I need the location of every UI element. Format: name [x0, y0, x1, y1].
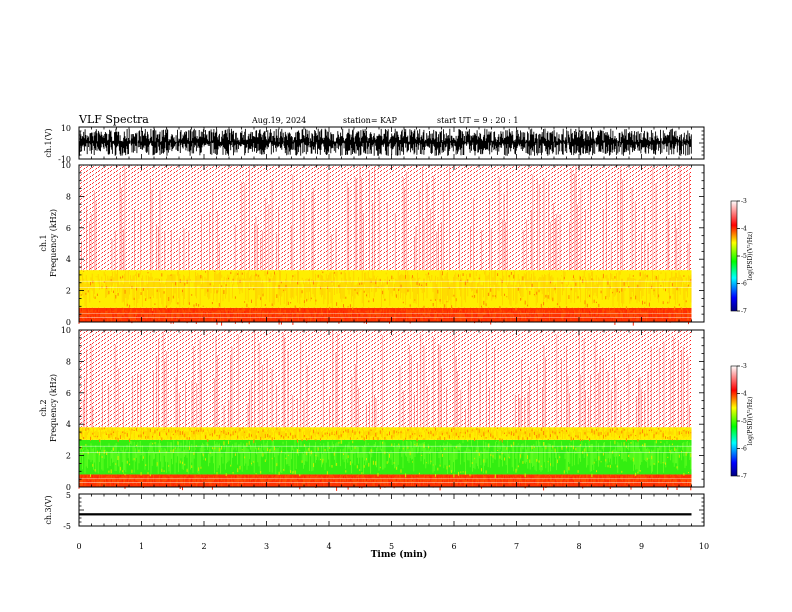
- ch2-spectrogram-image: [78, 330, 692, 491]
- x-tick-label: 1: [139, 542, 144, 551]
- colorbar-tick-label: -3: [741, 363, 747, 370]
- ch1-freq-ylabel: Frequency (kHz): [49, 209, 58, 277]
- y-tick-label: 10: [61, 326, 71, 335]
- ch2-freq-ylabel: Frequency (kHz): [49, 374, 58, 442]
- ch1-spectrogram-panel: 0 2 4 6 8 10 ch.1 Frequency (kHz): [39, 161, 705, 327]
- x-tick-label: 7: [514, 542, 519, 551]
- ch1-channel-label: ch.1: [39, 234, 48, 251]
- figure-title: VLF Spectra: [78, 113, 149, 126]
- colorbar-tick-label: -6: [741, 446, 747, 453]
- x-tick-labels: 0 1 2 3 4 5 6 7 8 9 10: [76, 542, 709, 551]
- ch1-spectrogram-image: [78, 165, 692, 326]
- ch1-ylabel: ch.1(V): [44, 128, 53, 157]
- colorbar-tick-label: -4: [741, 391, 747, 398]
- ch3-waveform-ticks: [78, 493, 705, 527]
- ch2-colorbar: -3 -4 -5 -6 -7 log(PSD)(V²/Hz): [730, 363, 754, 480]
- x-tick-label: 9: [639, 542, 644, 551]
- y-tick-label: 8: [66, 357, 71, 366]
- ch1-ytick-bottom: -10: [58, 155, 71, 164]
- x-tick-label: 3: [264, 542, 269, 551]
- ch2-spectrogram-ytick-labels: 0 2 4 6 8 10: [61, 326, 71, 492]
- ch2-colorbar-label: log(PSD)(V²/Hz): [747, 397, 754, 446]
- ch2-channel-label: ch.2: [39, 399, 48, 416]
- y-tick-label: 0: [66, 318, 71, 327]
- x-tick-label: 8: [576, 542, 581, 551]
- ch1-ytick-top: 10: [61, 124, 71, 133]
- colorbar-tick-label: -5: [741, 253, 747, 260]
- ch3-ytick-bottom: -5: [63, 522, 71, 531]
- ch1-waveform-trace: [79, 128, 692, 156]
- spectrogram-band: [79, 270, 692, 308]
- waveform-path: [79, 128, 692, 156]
- ch3-ytick-top: 5: [66, 491, 71, 500]
- ch1-colorbar-label: log(PSD)(V²/Hz): [747, 232, 754, 281]
- y-tick-label: 8: [66, 192, 71, 201]
- ch3-waveform-panel: 5 -5 ch.3(V): [44, 491, 705, 531]
- colorbar-tick-label: -7: [741, 308, 747, 315]
- y-tick-label: 10: [61, 161, 71, 170]
- ch3-waveform-trace: [79, 513, 692, 516]
- ch2-spectrogram-ticks: [78, 329, 705, 488]
- x-tick-label: 2: [201, 542, 206, 551]
- y-tick-label: 4: [66, 255, 71, 264]
- y-tick-label: 2: [66, 287, 71, 296]
- ch1-colorbar-gradient: [730, 200, 738, 312]
- ch1-colorbar-ticks: -3 -4 -5 -6 -7: [737, 198, 747, 315]
- y-tick-label: 6: [66, 224, 71, 233]
- colorbar-tick-label: -6: [741, 281, 747, 288]
- ch3-ylabel: ch.3(V): [44, 495, 53, 524]
- x-axis-label: Time (min): [371, 549, 428, 560]
- ch1-colorbar: -3 -4 -5 -6 -7 log(PSD)(V²/Hz): [730, 198, 754, 315]
- station-label: station= KAP: [343, 116, 398, 125]
- y-tick-label: 0: [66, 483, 71, 492]
- ch1-waveform-ticks: [78, 126, 705, 160]
- colorbar-tick-label: -5: [741, 418, 747, 425]
- date-label: Aug.19, 2024: [251, 116, 306, 125]
- colorbar-tick-label: -7: [741, 473, 747, 480]
- ch1-waveform-panel: 10 -10 ch.1(V): [44, 124, 705, 164]
- colorbar-tick-label: -4: [741, 226, 747, 233]
- ch2-colorbar-ticks: -3 -4 -5 -6 -7: [737, 363, 747, 480]
- ch1-spectrogram-ticks: [78, 164, 705, 323]
- y-tick-label: 2: [66, 452, 71, 461]
- x-tick-label: 5: [389, 542, 394, 551]
- ch2-colorbar-gradient: [730, 365, 738, 477]
- colorbar-tick-label: -3: [741, 198, 747, 205]
- y-tick-label: 4: [66, 420, 71, 429]
- start-ut-label: start UT = 9 : 20 : 1: [437, 116, 518, 125]
- x-tick-label: 6: [451, 542, 456, 551]
- ch1-spectrogram-ytick-labels: 0 2 4 6 8 10: [61, 161, 71, 327]
- x-tick-label: 0: [76, 542, 81, 551]
- ch2-spectrogram-panel: 0 2 4 6 8 10 ch.2 Frequency (kHz): [39, 326, 705, 492]
- x-tick-label: 4: [326, 542, 331, 551]
- x-tick-label: 10: [699, 542, 709, 551]
- waveform-band: [79, 513, 692, 516]
- y-tick-label: 6: [66, 389, 71, 398]
